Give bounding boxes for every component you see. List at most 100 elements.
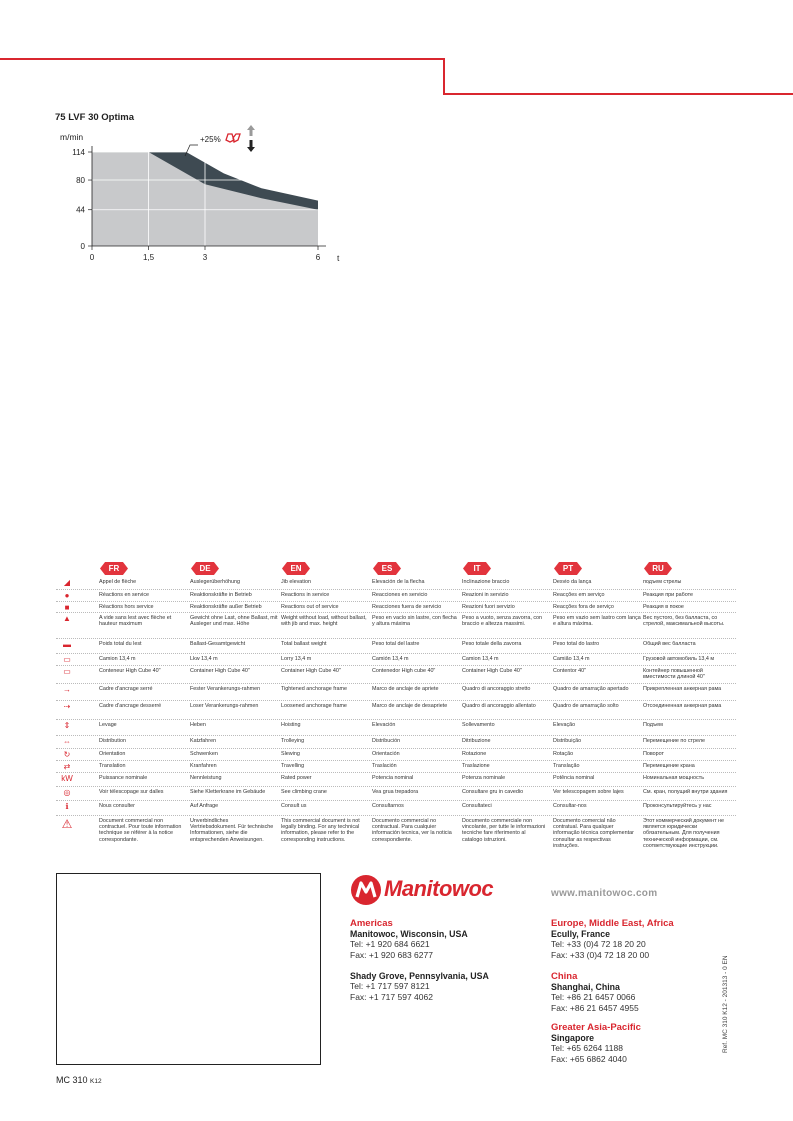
legend-cell: Levage: [99, 722, 117, 728]
manitowoc-logo: Manitowoc: [350, 874, 530, 908]
legend-cell: Nous consulter: [99, 803, 135, 809]
climbing-crane-icon: ◎: [63, 788, 71, 797]
legend-cell: Gewicht ohne Last, ohne Ballast, mit Aus…: [190, 615, 278, 628]
top-red-line-step: [443, 58, 445, 95]
legend-cell: Peso total do lastro: [553, 641, 600, 647]
legend-cell: Camion 13,4 m: [99, 656, 136, 662]
legend-cell: Elevación: [372, 722, 396, 728]
legend-cell: Поворот: [643, 751, 665, 757]
emea-block: Europe, Middle East, Africa Ecully, Fran…: [551, 918, 721, 1065]
legend-cell: Reazioni fuori servizio: [462, 604, 515, 610]
legend-cell: Quadro di ancoraggio allentato: [462, 703, 536, 709]
legend-cell: Отсоединенная анкерная рама: [643, 703, 722, 709]
asia-city: Singapore: [551, 1033, 595, 1043]
legend-cell: Contenedor High cube 40": [372, 668, 436, 674]
legend-row-separator: [56, 589, 736, 590]
legend-row-separator: [56, 638, 736, 639]
slewing-icon: ↻: [63, 750, 71, 759]
americas-region: Americas: [350, 918, 393, 929]
legend-cell: Reactions out of service: [281, 604, 339, 610]
logo-wordmark: Manitowoc: [384, 876, 494, 901]
legend-cell: Camión 13,4 m: [372, 656, 409, 662]
legend-cell: Marco de anclaje de apriete: [372, 686, 439, 692]
legend-cell: Container High Cube 40": [281, 668, 341, 674]
legend-cell: Katzfahren: [190, 738, 217, 744]
emea-fax: Fax: +33 (0)4 72 18 20 00: [551, 950, 650, 960]
legend-cell: Translation: [99, 763, 126, 769]
legend-cell: Documento commerciale non vincolante, pe…: [462, 818, 546, 843]
legend-cell: Reaktionskräfte in Betrieb: [190, 592, 252, 598]
legend-cell: Reactions in service: [281, 592, 330, 598]
china-city: Shanghai, China: [551, 982, 620, 992]
legend-cell: Reacções em serviço: [553, 592, 605, 598]
legend-cell: Ballast-Gesamtgewicht: [190, 641, 246, 647]
legend-cell: Distribución: [372, 738, 401, 744]
hoisting-arrow-icon: [247, 125, 255, 152]
annotation-leader-line: [184, 144, 198, 157]
legend-cell: Peso en vacío sin lastre, con flecha y a…: [372, 615, 457, 628]
legend-cell: Appel de flèche: [99, 579, 137, 585]
legend-cell: Inclinazione braccio: [462, 579, 510, 585]
legend-cell: Nennleistung: [190, 775, 222, 781]
website-url[interactable]: www.manitowoc.com: [551, 888, 658, 899]
legend-cell: Consult us: [281, 803, 307, 809]
lang-badge-es: ES: [373, 562, 401, 575]
loosened-anchorage-icon: ⇢: [63, 702, 71, 711]
legend-cell: Reaktionskräfte außer Betrieb: [190, 604, 262, 610]
speed-chart: m/min t 0 44 80 114 0 1,5 3 6 +25%: [60, 125, 340, 263]
legend-cell: Camion 13,4 m: [462, 656, 499, 662]
legend-cell: Quadro di ancoraggio stretto: [462, 686, 531, 692]
legend-cell: Общий вес балласта: [643, 641, 696, 647]
legend-cell: Ver telescopagem sobre lajes: [553, 789, 624, 795]
legend-cell: Potenza nominale: [462, 775, 506, 781]
legend-cell: Potencia nominal: [372, 775, 414, 781]
top-red-line-right: [443, 93, 793, 95]
top-red-line-left: [0, 58, 444, 60]
americas-fax1: Fax: +1 920 683 6277: [350, 950, 433, 960]
legend-cell: Reacciones fuera de servicio: [372, 604, 442, 610]
legend-cell: Contentor 40": [553, 668, 587, 674]
legend-cell: Desvio da lança: [553, 579, 592, 585]
crane-weight-icon: ▲: [63, 614, 71, 623]
lang-badge-fr: FR: [100, 562, 128, 575]
legend-cell: Documento comercial não contratual. Para…: [553, 818, 634, 849]
legend-cell: Consultarnos: [372, 803, 404, 809]
legend-cell: Elevação: [553, 722, 576, 728]
warning-icon: ⚠: [61, 817, 73, 831]
legend-cell: Potência nominal: [553, 775, 595, 781]
legend-row-separator: [56, 815, 736, 816]
consult-us-icon: ℹ: [65, 802, 69, 811]
y-tick-label: 114: [72, 148, 85, 157]
emea-city: Ecully, France: [551, 929, 610, 939]
legend-cell: Quadro de amarração apertado: [553, 686, 629, 692]
chart-title: 75 LVF 30 Optima: [55, 112, 135, 123]
legend-cell: Unverbindliches Vertriebsdokument. Für t…: [190, 818, 274, 843]
legend-cell: Tightened anchorage frame: [281, 686, 348, 692]
legend-cell: Kranfahren: [190, 763, 217, 769]
x-tick-label: 3: [203, 253, 208, 262]
boost-percent-label: +25%: [200, 135, 221, 144]
americas-tel1: Tel: +1 920 684 6621: [350, 939, 430, 949]
document-reference: Ref. MC 310 K12 - 201313 - 0 EN: [722, 955, 729, 1053]
legend-cell: Consultare gru in cavedio: [462, 789, 524, 795]
legend-cell: Translação: [553, 763, 580, 769]
legend-cell: Auslegerüberhöhung: [190, 579, 241, 585]
footer-model: MC 310 K12: [56, 1075, 102, 1085]
legend-row-separator: [56, 748, 736, 749]
legend-row-separator: [56, 601, 736, 602]
legend-cell: Lkw 13,4 m: [190, 656, 218, 662]
legend-cell: Container High Cube 40": [462, 668, 522, 674]
asia-tel: Tel: +65 6264 1188: [551, 1043, 623, 1053]
legend-row-separator: [56, 612, 736, 613]
americas-fax2: Fax: +1 717 597 4062: [350, 992, 433, 1002]
china-tel: Tel: +86 21 6457 0066: [551, 992, 636, 1002]
americas-block: Americas Manitowoc, Wisconsin, USA Tel: …: [350, 918, 540, 1003]
legend-cell: Camião 13,4 m: [553, 656, 590, 662]
legend-row-separator: [56, 683, 736, 684]
legend-cell: Loser Verankerungs-rahmen: [190, 703, 259, 709]
legend-row-separator: [56, 772, 736, 773]
china-fax: Fax: +86 21 6457 4955: [551, 1003, 639, 1013]
legend-cell: See climbing crane: [281, 789, 327, 795]
x-tick-label: 1,5: [143, 253, 155, 262]
legend-row-separator: [56, 760, 736, 761]
